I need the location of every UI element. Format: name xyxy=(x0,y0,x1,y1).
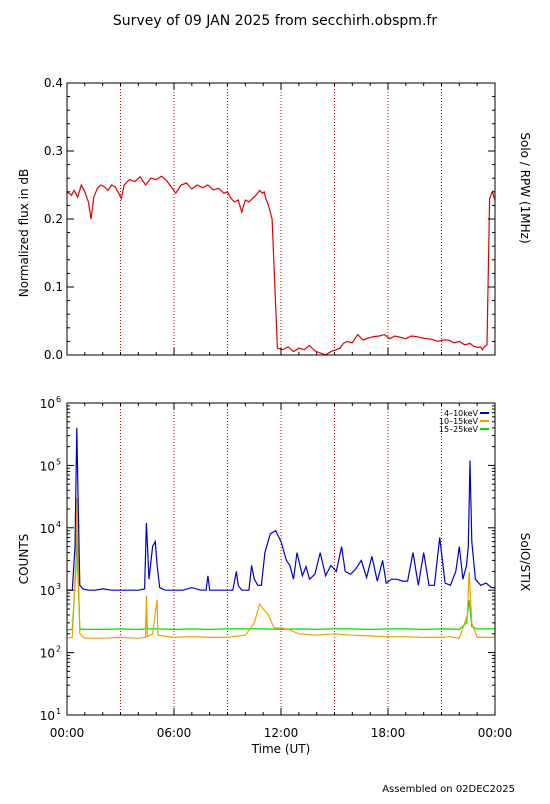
rpw-flux-series xyxy=(66,175,496,356)
rpw-y-tick-label: 0.0 xyxy=(44,348,63,362)
stix-side-label: SolO/STIX xyxy=(518,533,532,592)
stix-series-line xyxy=(67,427,495,591)
rpw-y-tick-label: 0.3 xyxy=(44,144,63,158)
stix-y-tick-label: 10 xyxy=(40,459,55,473)
rpw-x-axis xyxy=(66,83,496,355)
rpw-panel: 0.0 0.1 0.2 0.3 0.4 Normalized flux in dB So… xyxy=(17,76,532,362)
stix-y-tick-exponent: 3 xyxy=(56,582,61,591)
x-tick-label: 00:00 xyxy=(478,726,513,740)
chart-title: Survey of 09 JAN 2025 from secchirh.obsp… xyxy=(113,13,437,29)
rpw-y-tick-label: 0.4 xyxy=(44,76,63,90)
rpw-time-gridlines xyxy=(120,83,442,355)
x-tick-label: 06:00 xyxy=(157,726,192,740)
rpw-y-tick-label: 0.2 xyxy=(44,212,63,226)
legend-label: 4–10keV xyxy=(444,409,479,418)
stix-y-tick-label: 10 xyxy=(40,397,55,411)
stix-series-group xyxy=(66,427,495,639)
stix-y-tick-exponent: 4 xyxy=(56,520,61,529)
x-tick-label: 18:00 xyxy=(371,726,406,740)
rpw-y-axis-label: Normalized flux in dB xyxy=(17,169,31,298)
rpw-y-axis: 0.0 0.1 0.2 0.3 0.4 xyxy=(44,76,495,362)
stix-y-tick-exponent: 6 xyxy=(56,395,61,404)
stix-y-axis-label: COUNTS xyxy=(17,534,31,585)
stix-y-tick-label: 10 xyxy=(40,709,55,723)
rpw-y-tick-label: 0.1 xyxy=(44,280,63,294)
rpw-side-label: Solo / RPW (1MHz) xyxy=(518,132,532,243)
x-tick-label: 00:00 xyxy=(50,726,85,740)
x-tick-label: 12:00 xyxy=(264,726,299,740)
legend-label: 15–25keV xyxy=(439,425,479,434)
stix-y-tick-label: 10 xyxy=(40,584,55,598)
stix-y-tick-exponent: 1 xyxy=(56,707,61,716)
stix-x-axis: 00:00 06:00 12:00 18:00 00:00 xyxy=(50,403,513,740)
legend-label: 10–15keV xyxy=(439,417,479,426)
assembled-footer: Assembled on 02DEC2025 xyxy=(382,784,515,795)
stix-series-line xyxy=(66,533,495,631)
stix-y-tick-exponent: 2 xyxy=(56,645,61,654)
x-axis-label: Time (UT) xyxy=(251,742,311,756)
stix-time-gridlines xyxy=(120,403,442,715)
stix-y-tick-exponent: 5 xyxy=(56,457,61,466)
stix-y-tick-label: 10 xyxy=(40,522,55,536)
stix-series-line xyxy=(66,497,495,639)
stix-y-tick-label: 10 xyxy=(40,647,55,661)
